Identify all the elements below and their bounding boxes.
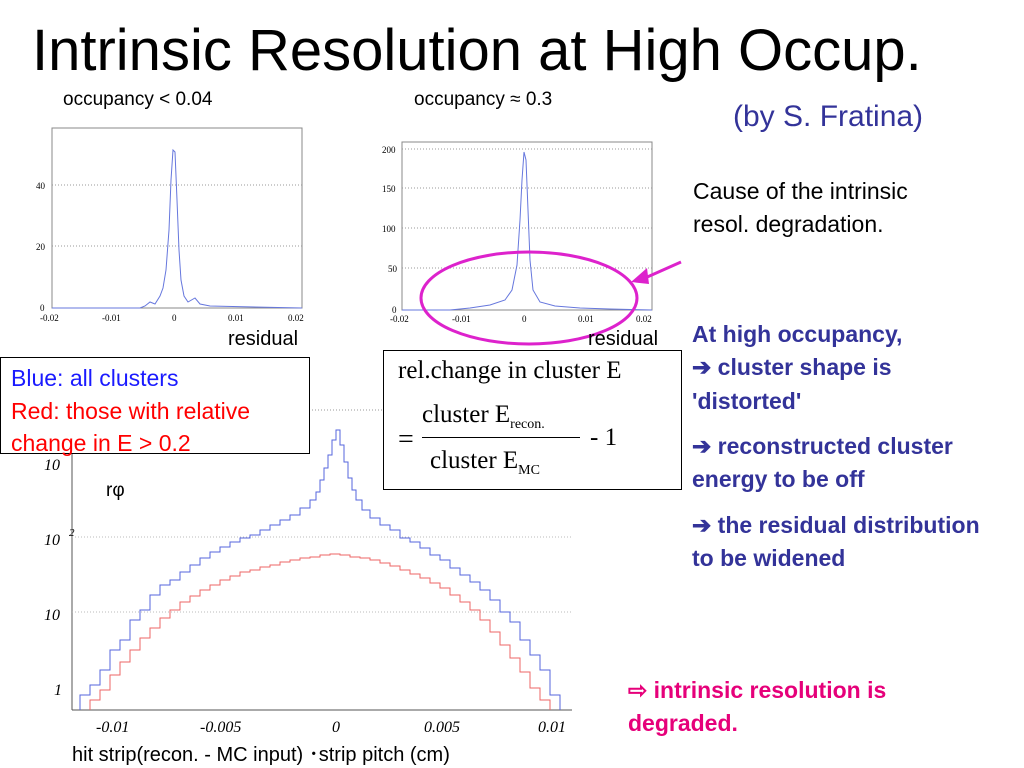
ytick-200: 200	[382, 145, 396, 155]
small-plot-frame-left	[51, 127, 303, 309]
author-credit: (by S. Fratina)	[733, 100, 924, 133]
formula-numerator: cluster Erecon.	[422, 401, 545, 433]
ytick-10: 10	[44, 607, 60, 624]
xtick-001: 0.01	[578, 314, 594, 324]
formula-equals: =	[398, 424, 414, 455]
ytick-10-2: 10	[44, 532, 60, 549]
plot-left-title: occupancy < 0.04	[63, 89, 213, 110]
legend-blue: Blue: all clusters	[11, 365, 179, 391]
pointer-arrow-line	[644, 260, 682, 280]
hist-left-series	[52, 148, 303, 309]
xtick-0005: 0.005	[424, 719, 460, 736]
pointer-arrow-head	[631, 268, 649, 284]
xtick-m001: -0.01	[96, 719, 129, 736]
bullet-list: At high occupancy, ➔ cluster shape is 'd…	[692, 318, 992, 587]
histogram-rphi-residual: 10 10 2 10 1 -0.01 -0.005 0 0.005 0.01	[44, 409, 572, 736]
ytick-0: 0	[40, 303, 45, 313]
xtick-0: 0	[522, 314, 527, 324]
page-title: Intrinsic Resolution at High Occup.	[32, 18, 922, 83]
xtick-0: 0	[172, 313, 177, 323]
ytick-0: 0	[392, 305, 397, 315]
legend-box: Blue: all clusters Red: those with relat…	[0, 357, 310, 456]
conclusion: ⇨ intrinsic resolution is degraded.	[628, 677, 887, 737]
xtick-m0005: -0.005	[200, 719, 241, 736]
ytick-exp-2: 2	[69, 527, 75, 539]
ytick-1: 1	[54, 682, 62, 699]
formula-minus-one: - 1	[590, 424, 618, 451]
xtick-002: 0.02	[288, 313, 304, 323]
ytick-40: 40	[36, 181, 46, 191]
formula-num-text: cluster E	[422, 401, 511, 428]
ytick-50: 50	[388, 264, 398, 274]
formula-fraction-bar	[422, 437, 580, 438]
ytick-10-3: 10	[44, 457, 60, 474]
ytick-150: 150	[382, 184, 396, 194]
formula-line1: rel.change in cluster E	[398, 357, 622, 384]
small-plot-frame-right	[401, 141, 653, 311]
bullet-3: ➔ the residual distribution to be widene…	[692, 511, 980, 572]
xtick-m001: -0.01	[102, 313, 121, 323]
ytick-100: 100	[382, 224, 396, 234]
ytick-20: 20	[36, 242, 46, 252]
bullet-1: ➔ cluster shape is 'distorted'	[692, 354, 892, 414]
bullets-header: At high occupancy,	[692, 321, 903, 347]
bullet-2: ➔ reconstructed cluster energy to be off	[692, 433, 953, 493]
histogram-low-occupancy: 40 20 0 -0.02 -0.01 0 0.01 0.02	[36, 127, 304, 323]
formula-den-sub: MC	[518, 463, 540, 478]
formula-box: rel.change in cluster E = cluster Erecon…	[383, 350, 682, 490]
histogram-high-occupancy: 200 150 100 50 0 -0.02 -0.01 0 0.01 0.02	[382, 141, 653, 324]
xtick-002: 0.02	[636, 314, 652, 324]
formula-den-text: cluster E	[430, 447, 519, 474]
legend-red: Red: those with relative change in E > 0…	[11, 397, 251, 457]
big-plot-label: rφ	[106, 480, 125, 501]
xtick-0: 0	[332, 719, 340, 736]
xtick-m001: -0.01	[452, 314, 471, 324]
xtick-001: 0.01	[538, 719, 566, 736]
highlight-ellipse	[419, 250, 682, 346]
formula-denominator: cluster EMC	[430, 447, 540, 479]
hist-red-large-e-change	[89, 553, 551, 710]
hist-blue-all-clusters	[79, 429, 561, 710]
xtick-001: 0.01	[228, 313, 244, 323]
big-plot-xlabel: hit strip(recon. - MC input) ･strip pitc…	[72, 744, 450, 766]
xtick-m002: -0.02	[390, 314, 409, 324]
xlabel-right: residual	[588, 328, 659, 350]
plot-right-title: occupancy ≈ 0.3	[414, 89, 553, 110]
xtick-m002: -0.02	[40, 313, 59, 323]
formula-num-sub: recon.	[510, 417, 545, 432]
xlabel-left: residual	[228, 328, 299, 350]
cause-text: Cause of the intrinsic resol. degradatio…	[693, 178, 908, 238]
hist-right-series	[402, 151, 653, 311]
